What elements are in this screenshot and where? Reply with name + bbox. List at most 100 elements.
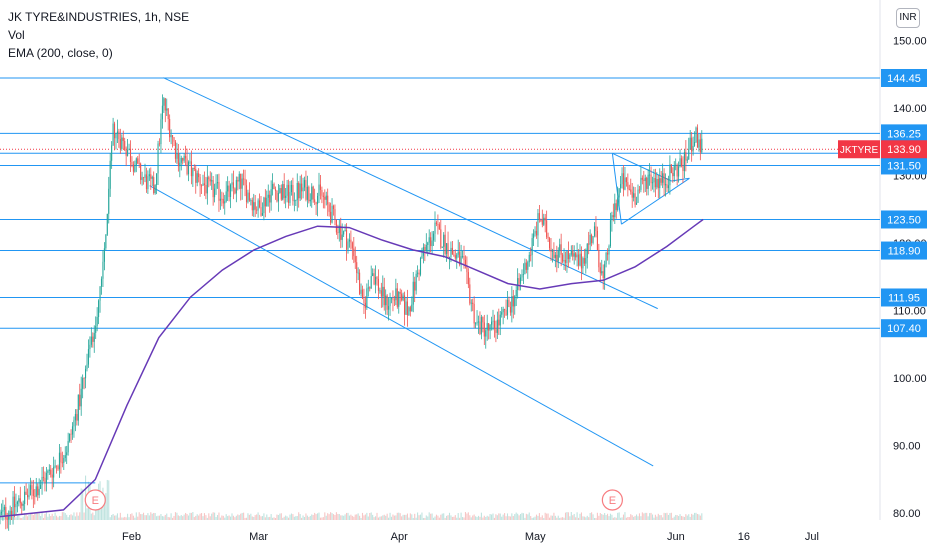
volume-bar-445: [644, 512, 646, 520]
volume-bar-275: [398, 512, 400, 520]
candle-body-168: [243, 178, 245, 180]
candle-body-406: [588, 243, 590, 245]
candle-body-174: [251, 200, 253, 211]
candle-body-126: [182, 158, 184, 161]
volume-bar-253: [366, 512, 368, 520]
volume-bar-341: [493, 517, 495, 520]
volume-bar-271: [392, 514, 394, 520]
volume-bar-446: [646, 512, 648, 520]
volume-bar-267: [386, 513, 388, 520]
candle-body-281: [406, 301, 408, 316]
volume-bar-255: [369, 512, 371, 520]
candle-body-1: [0, 511, 3, 514]
candle-body-71: [102, 261, 104, 279]
candle-body-365: [528, 254, 530, 263]
earnings-circle: [84, 489, 106, 511]
x-axis: Feb Mar Apr May Jun 16 Jul: [122, 531, 819, 543]
candle-body-314: [454, 255, 456, 259]
candle-body-197: [285, 195, 287, 198]
volume-bar-364: [527, 514, 529, 520]
volume-bar-325: [470, 517, 472, 520]
volume-bar-51: [73, 512, 75, 520]
earnings-marker-1[interactable]: E: [601, 489, 623, 511]
volume-bar-80: [115, 515, 117, 520]
candle-body-445: [644, 177, 646, 181]
volume-bar-225: [325, 515, 327, 520]
volume-bar-453: [656, 516, 658, 520]
candle-body-129: [186, 158, 188, 175]
earnings-marker-0[interactable]: E: [84, 489, 106, 511]
volume-bar-399: [578, 517, 580, 520]
candle-body-468: [678, 166, 680, 177]
candle-body-230: [332, 205, 335, 210]
symbol-tag-bg: [838, 140, 880, 159]
volume-bar-456: [660, 515, 662, 520]
candle-body-67: [96, 316, 98, 326]
candle-body-194: [280, 188, 282, 200]
candle-body-318: [460, 256, 462, 265]
candle-body-394: [570, 250, 572, 255]
candle-body-111: [160, 119, 162, 145]
candle-body-242: [350, 239, 352, 243]
candle-body-195: [282, 184, 284, 200]
candle-body-249: [360, 289, 362, 294]
volume-bar-288: [417, 512, 419, 520]
candle-body-424: [614, 203, 616, 218]
candle-body-15: [21, 503, 23, 506]
volume-indicator-label[interactable]: Vol: [8, 28, 25, 42]
volume-bar-416: [602, 514, 604, 520]
volume-bar-328: [475, 516, 477, 520]
candle-body-209: [302, 187, 304, 192]
volume-bar-122: [176, 512, 178, 520]
candle-body-319: [462, 256, 464, 257]
volume-bar-199: [288, 517, 290, 520]
volume-bar-344: [498, 513, 500, 520]
volume-bar-431: [624, 512, 626, 520]
candle-body-203: [293, 200, 295, 202]
candle-body-341: [493, 320, 495, 330]
volume-bar-242: [350, 514, 352, 520]
volume-bar-227: [328, 514, 330, 520]
volume-bar-148: [214, 512, 216, 520]
candle-body-467: [676, 164, 678, 177]
candle-body-219: [317, 195, 319, 205]
volume-bar-447: [647, 516, 649, 520]
volume-bar-94: [135, 512, 137, 520]
volume-bar-310: [448, 512, 451, 520]
candle-body-115: [166, 108, 168, 111]
volume-bar-389: [563, 517, 565, 520]
volume-bar-33: [47, 516, 49, 520]
candle-body-407: [589, 234, 591, 245]
candle-body-465: [673, 165, 675, 177]
candle-body-368: [533, 233, 535, 239]
volume-bar-269: [389, 512, 391, 520]
candle-body-170: [245, 185, 248, 203]
volume-bar-86: [124, 516, 126, 520]
volume-bar-112: [161, 516, 163, 520]
volume-bar-365: [528, 512, 530, 520]
volume-bar-358: [518, 515, 520, 520]
ema-indicator-label[interactable]: EMA (200, close, 0): [8, 46, 113, 60]
candle-body-185: [267, 194, 269, 198]
currency-button[interactable]: INR: [896, 8, 920, 28]
last-price-label: 133.90: [887, 144, 921, 156]
volume-bar-186: [269, 516, 271, 520]
volume-bar-340: [492, 513, 494, 520]
volume-bar-256: [370, 512, 372, 520]
candle-body-95: [137, 158, 139, 164]
candle-body-450: [651, 182, 654, 184]
volume-bar-174: [251, 516, 253, 520]
volume-bar-278: [402, 514, 404, 520]
candle-body-373: [540, 219, 542, 221]
volume-bar-297: [430, 513, 432, 520]
candle-body-176: [254, 202, 256, 210]
candle-body-157: [227, 185, 229, 192]
volume-bar-355: [514, 514, 516, 520]
volume-bar-320: [463, 517, 465, 520]
volume-bar-79: [114, 515, 116, 520]
volume-bar-465: [673, 516, 675, 520]
candle-body-428: [620, 184, 622, 189]
candle-body-337: [488, 323, 490, 331]
